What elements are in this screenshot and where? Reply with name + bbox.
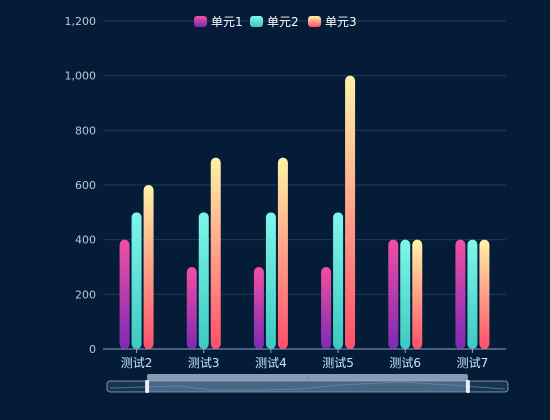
zoom-selected-range[interactable] xyxy=(147,381,468,392)
bar-series-3[interactable] xyxy=(412,239,423,349)
x-tick-label: 测试7 xyxy=(457,355,489,370)
bar-series-3[interactable] xyxy=(479,239,490,349)
legend-swatch xyxy=(250,16,263,27)
y-tick-label: 1,200 xyxy=(65,15,97,28)
legend-label: 单元3 xyxy=(325,15,357,29)
bar-series-1[interactable] xyxy=(321,267,332,349)
y-tick-label: 400 xyxy=(75,234,96,247)
x-tick-label: 测试5 xyxy=(322,355,354,370)
y-tick-label: 600 xyxy=(75,179,96,192)
bar-series-2[interactable] xyxy=(467,239,478,349)
bar-series-3[interactable] xyxy=(345,75,356,350)
legend-swatch xyxy=(194,16,207,27)
bar-series-3[interactable] xyxy=(143,185,154,349)
bar-series-1[interactable] xyxy=(186,267,197,349)
bar-series-3[interactable] xyxy=(277,157,288,349)
y-tick-label: 1,000 xyxy=(65,70,97,83)
x-tick-label: 测试3 xyxy=(188,355,220,370)
axes: 0 200 400 600 800 1,000 1,200 测试2 测试3 测试4 测试5 测试6 测试… xyxy=(65,15,506,370)
bar-series-2[interactable] xyxy=(400,239,411,349)
bar-series-2[interactable] xyxy=(265,212,276,349)
legend-swatch xyxy=(308,16,321,27)
y-tick-label: 0 xyxy=(89,343,96,356)
x-tick-label: 测试4 xyxy=(255,355,287,370)
y-tick-label: 200 xyxy=(75,288,96,301)
bar-series-3[interactable] xyxy=(210,157,221,349)
grid-lines xyxy=(103,20,506,295)
legend-item-2[interactable]: 单元2 xyxy=(250,15,299,29)
bar-series-2[interactable] xyxy=(131,212,142,349)
zoom-left-handle[interactable] xyxy=(145,380,150,393)
legend[interactable]: 单元1 单元2 单元3 xyxy=(194,15,357,29)
legend-item-1[interactable]: 单元1 xyxy=(194,15,243,29)
zoom-right-handle[interactable] xyxy=(465,380,470,393)
x-tick-label: 测试2 xyxy=(121,355,153,370)
zoom-grip-icon: ⦙ xyxy=(307,375,309,383)
legend-label: 单元1 xyxy=(211,15,243,29)
legend-item-3[interactable]: 单元3 xyxy=(308,15,357,29)
bar-series-1[interactable] xyxy=(388,239,399,349)
bar-series-2[interactable] xyxy=(198,212,209,349)
data-zoom-slider[interactable]: ⦙ xyxy=(106,374,509,393)
bars xyxy=(119,75,490,350)
bar-series-1[interactable] xyxy=(455,239,466,349)
legend-label: 单元2 xyxy=(267,15,299,29)
bar-series-1[interactable] xyxy=(253,267,264,349)
bar-series-2[interactable] xyxy=(333,212,344,349)
bar-series-1[interactable] xyxy=(119,239,130,349)
y-tick-label: 800 xyxy=(75,124,96,137)
zoom-move-handle[interactable] xyxy=(147,374,468,381)
x-tick-label: 测试6 xyxy=(389,355,421,370)
